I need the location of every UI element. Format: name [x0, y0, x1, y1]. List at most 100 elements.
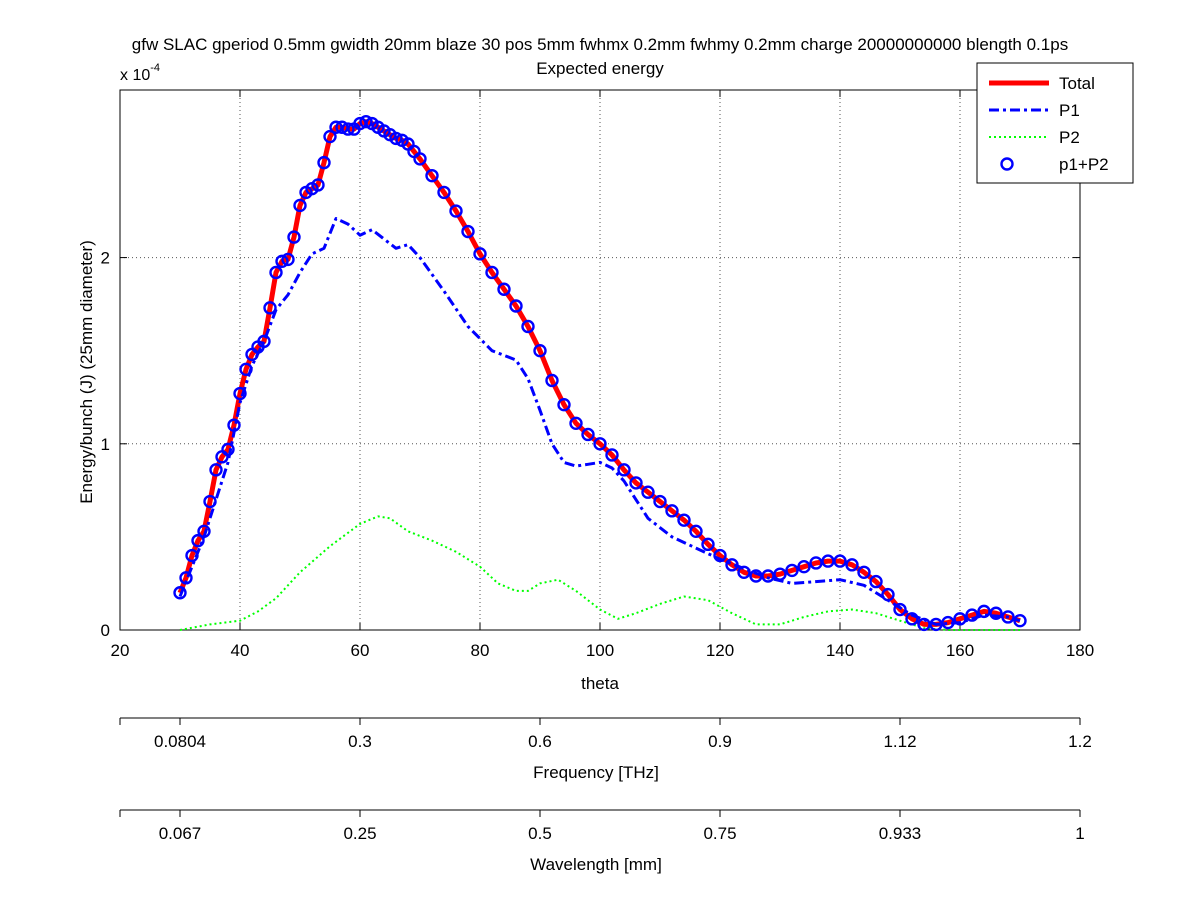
- data-point: [317, 155, 331, 170]
- data-point: [989, 606, 1003, 620]
- data-point: [497, 282, 511, 296]
- data-point: [977, 604, 991, 619]
- data-point: [1001, 610, 1015, 624]
- legend-label: p1+P2: [1059, 155, 1109, 174]
- secondary-tick-label: 0.75: [703, 824, 736, 843]
- secondary-tick-label: 1.12: [883, 732, 916, 751]
- data-point: [281, 252, 295, 267]
- x-tick-label: 120: [706, 641, 734, 660]
- secondary-tick-label: 0.0804: [154, 732, 206, 751]
- data-point: [929, 617, 943, 632]
- series-p2: [179, 515, 1020, 631]
- data-point: [809, 556, 823, 570]
- data-point: [545, 373, 559, 388]
- secondary-tick-label: 0.6: [528, 732, 552, 751]
- data-point: [665, 504, 679, 518]
- secondary-axis-label: Frequency [THz]: [533, 763, 659, 782]
- data-point: [173, 586, 187, 600]
- legend-item: P2: [989, 128, 1080, 147]
- data-point: [893, 602, 907, 617]
- data-point: [263, 301, 277, 315]
- data-point: [1013, 613, 1027, 628]
- data-point: [287, 230, 301, 244]
- series-line: [177, 119, 1021, 627]
- secondary-tick-label: 1.2: [1068, 732, 1092, 751]
- data-point: [179, 571, 193, 585]
- legend-label: P1: [1059, 101, 1080, 120]
- data-point: [389, 131, 403, 146]
- legend-label: Total: [1059, 74, 1095, 93]
- data-point: [797, 559, 811, 574]
- x-tick-label: 80: [471, 641, 490, 660]
- data-point: [857, 565, 871, 579]
- data-point: [833, 554, 847, 568]
- data-point: [257, 334, 271, 349]
- x-tick-label: 180: [1066, 641, 1094, 660]
- data-point: [239, 362, 253, 377]
- legend: Total P1 P2 p1+P2: [976, 62, 1134, 184]
- chart-title: gfw SLAC gperiod 0.5mm gwidth 20mm blaze…: [132, 35, 1068, 54]
- x-tick-label: 60: [351, 641, 370, 660]
- data-point: [323, 129, 337, 144]
- data-point: [953, 612, 967, 626]
- series-line: [178, 217, 1021, 626]
- data-point: [275, 254, 289, 269]
- secondary-axis-frequency: 0.0804 0.3 0.6 0.9 1.12 1.2 Frequency [THz]: [119, 717, 1092, 782]
- axis-ticks: 20 40 60 80 100 120 140 160 180 0 1 2: [101, 90, 1094, 660]
- series-p1-p2: [173, 114, 1027, 632]
- series-total: [177, 119, 1021, 627]
- legend-item: P1: [989, 101, 1080, 120]
- data-point: [209, 463, 223, 477]
- data-point: [845, 558, 859, 572]
- y-axis-label: Energy/bunch (J) (25mm diameter): [77, 240, 96, 504]
- data-point: [221, 442, 235, 457]
- data-point: [359, 114, 373, 129]
- series-line: [179, 515, 1020, 631]
- data-point: [185, 548, 199, 563]
- data-point: [449, 204, 463, 218]
- series-p1: [178, 217, 1021, 626]
- data-point: [689, 524, 703, 539]
- data-point: [713, 548, 727, 563]
- legend-item: Total: [989, 74, 1095, 93]
- secondary-tick-label: 1: [1075, 824, 1084, 843]
- x-tick-label: 40: [231, 641, 250, 660]
- data-point: [473, 247, 487, 261]
- data-point: [869, 574, 883, 589]
- y-tick-label: 1: [101, 435, 110, 454]
- secondary-axes: 0.0804 0.3 0.6 0.9 1.12 1.2 Frequency [THz]0.0…: [119, 717, 1092, 874]
- data-point: [569, 416, 583, 431]
- data-point: [413, 152, 427, 166]
- x-axis-label: theta: [581, 674, 619, 693]
- data-point: [521, 319, 535, 334]
- secondary-tick-label: 0.933: [879, 824, 922, 843]
- chart-subtitle: Expected energy: [536, 59, 664, 78]
- data-point: [233, 386, 247, 401]
- data-point: [773, 567, 787, 581]
- data-point: [617, 463, 631, 477]
- data-point: [335, 120, 349, 134]
- data-point: [533, 343, 547, 358]
- data-point: [881, 587, 895, 602]
- secondary-tick-label: 0.3: [348, 732, 372, 751]
- data-point: [581, 427, 595, 442]
- data-point: [941, 615, 955, 630]
- secondary-tick-label: 0.25: [343, 824, 376, 843]
- data-point: [311, 178, 325, 192]
- secondary-tick-label: 0.9: [708, 732, 732, 751]
- data-point: [785, 563, 799, 578]
- data-point: [965, 608, 979, 622]
- secondary-tick-label: 0.5: [528, 824, 552, 843]
- data-point: [701, 537, 715, 552]
- data-point: [293, 198, 307, 213]
- data-point: [269, 265, 283, 280]
- data-point: [593, 437, 607, 451]
- data-point: [197, 524, 211, 539]
- data-point: [641, 485, 655, 499]
- y-exponent-label: x 10-4: [120, 62, 160, 84]
- legend-label: P2: [1059, 128, 1080, 147]
- data-point: [461, 224, 475, 239]
- data-point: [341, 122, 355, 136]
- data-point: [905, 612, 919, 626]
